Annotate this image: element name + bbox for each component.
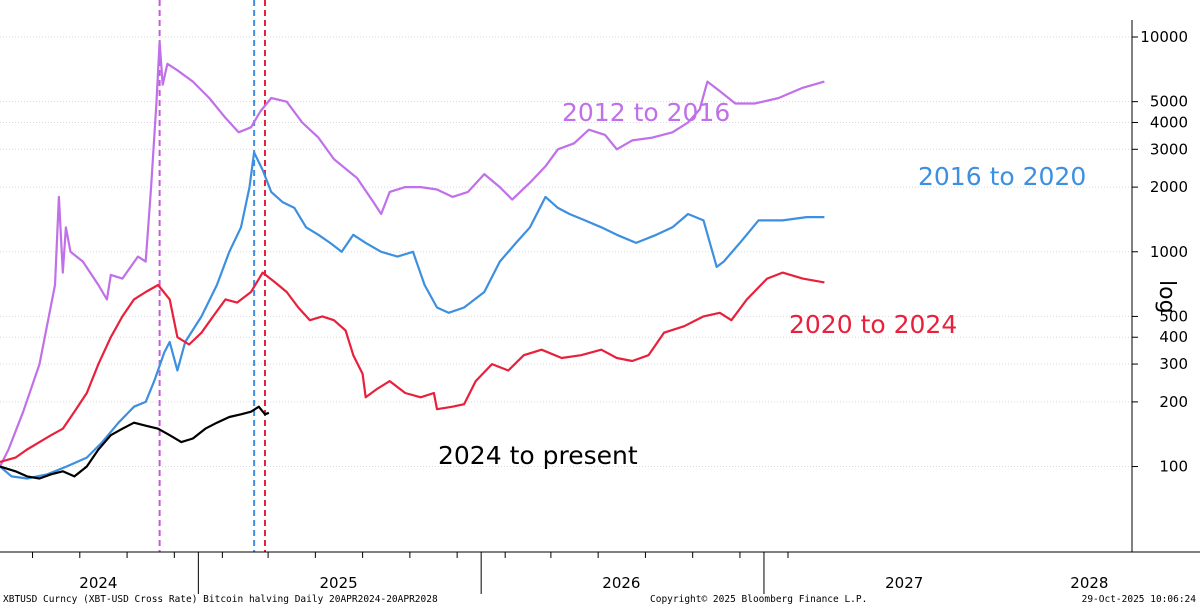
vertical-markers [158,0,266,552]
y-tick-label: 2000 [1150,178,1188,196]
y-axis-label: log [1154,280,1179,314]
series-lines [0,40,825,480]
y-tick-label: 400 [1159,328,1188,346]
series-line [0,151,825,480]
y-tick-label: 300 [1159,355,1188,373]
x-tick-label: 2024 [79,574,117,592]
x-tick-label: 2027 [885,574,923,592]
y-tick-label: 200 [1159,393,1188,411]
footer-source: XBTUSD Curncy (XBT-USD Cross Rate) Bitco… [3,594,438,605]
annotation-2012-2016: 2012 to 2016 [562,98,730,127]
y-tick-label: 4000 [1150,113,1188,131]
x-tick-label: 2025 [319,574,357,592]
y-tick-label: 1000 [1150,243,1188,261]
annotation-2020-2024: 2020 to 2024 [789,310,957,339]
annotation-2024-present: 2024 to present [438,441,638,470]
y-tick-label: 10000 [1140,28,1188,46]
annotation-2016-2020: 2016 to 2020 [918,162,1086,191]
y-tick-label: 100 [1159,458,1188,476]
line-chart: 100 200 300 400 500 1000 2000 3000 4000 5000 10000… [0,0,1200,594]
x-tick-label: 2026 [602,574,640,592]
y-tick-label: 500 [1159,307,1188,325]
series-line [0,40,825,467]
y-tick-label: 5000 [1150,93,1188,111]
y-tick-label: 3000 [1150,140,1188,158]
footer-copyright: Copyright© 2025 Bloomberg Finance L.P. [650,594,868,605]
series-line [0,405,270,480]
y-axis-ticks: 100 200 300 400 500 1000 2000 3000 4000 5000 10000 [1131,20,1188,552]
x-tick-label: 2028 [1070,574,1108,592]
x-axis-ticks: 2024 2025 2026 2027 2028 [0,551,1200,594]
footer-timestamp: 29-Oct-2025 10:06:24 [1081,594,1196,605]
series-line [0,271,825,464]
